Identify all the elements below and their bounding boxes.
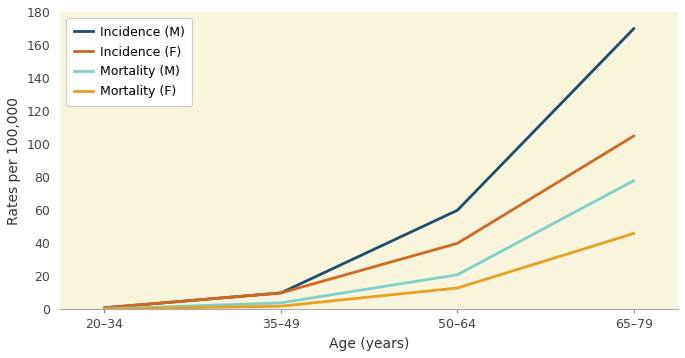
Mortality (M) <box>277 301 285 305</box>
Incidence (M) <box>630 26 638 31</box>
Mortality (M) <box>100 307 108 311</box>
Legend: Incidence (M), Incidence (F), Mortality (M), Mortality (F): Incidence (M), Incidence (F), Mortality … <box>66 18 192 106</box>
Line: Mortality (F): Mortality (F) <box>104 233 634 309</box>
Mortality (F) <box>100 307 108 311</box>
Incidence (F) <box>277 291 285 295</box>
Y-axis label: Rates per 100,000: Rates per 100,000 <box>7 97 21 225</box>
Line: Incidence (M): Incidence (M) <box>104 29 634 308</box>
Line: Mortality (M): Mortality (M) <box>104 180 634 309</box>
Incidence (M) <box>453 208 462 212</box>
Mortality (F) <box>277 304 285 308</box>
X-axis label: Age (years): Age (years) <box>329 337 409 351</box>
Incidence (F) <box>630 134 638 138</box>
Mortality (M) <box>453 272 462 277</box>
Line: Incidence (F): Incidence (F) <box>104 136 634 308</box>
Incidence (M) <box>100 306 108 310</box>
Incidence (F) <box>453 241 462 246</box>
Incidence (M) <box>277 291 285 295</box>
Mortality (F) <box>453 286 462 290</box>
Mortality (F) <box>630 231 638 236</box>
Mortality (M) <box>630 178 638 183</box>
Incidence (F) <box>100 306 108 310</box>
